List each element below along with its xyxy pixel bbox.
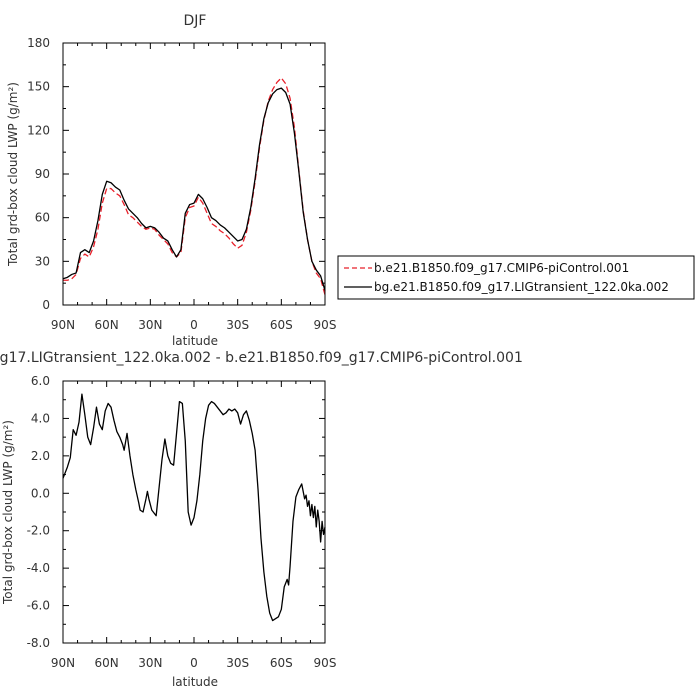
bottom-x-tick-label: 30S — [226, 656, 249, 670]
bottom-x-tick-label: 0 — [190, 656, 198, 670]
bottom-chart-title: bg.e21.B1850.f09_g17.LIGtransient_122.0k… — [0, 350, 523, 366]
top-y-axis-label: Total grd-box cloud LWP (g/m²) — [6, 82, 20, 267]
bottom-y-tick-label: -8.0 — [27, 636, 50, 650]
bottom-y-tick-label: 4.0 — [31, 411, 50, 425]
top-x-tick-label: 90S — [314, 318, 337, 332]
bottom-x-tick-label: 30N — [138, 656, 162, 670]
top-chart: DJF 90N 60N 30N 0 30S 60S 90S0306090120150180 … — [6, 13, 336, 348]
top-x-axis-label: latitude — [172, 334, 218, 348]
top-x-tick-label: 60N — [95, 318, 119, 332]
bottom-ticks-layer: 90N 60N 30N 0 30S 60S 90S -8.0 -6.0 -4.0 -2.0 0.0 2.… — [27, 374, 337, 670]
top-series-line-1 — [62, 87, 326, 291]
bottom-plot-frame — [62, 380, 326, 644]
bottom-y-axis-label: Total grd-box cloud LWP (g/m²) — [1, 420, 15, 605]
bottom-y-tick-label: 0.0 — [31, 486, 50, 500]
top-y-tick-label: 90 — [35, 167, 50, 181]
bottom-y-tick-label: 6.0 — [31, 374, 50, 388]
bottom-y-tick-label: -6.0 — [27, 599, 50, 613]
bottom-x-tick-label: 60S — [270, 656, 293, 670]
top-y-tick-label: 180 — [27, 36, 50, 50]
top-series-line-0 — [63, 77, 326, 295]
bottom-x-axis-label: latitude — [172, 675, 218, 689]
top-x-tick-label: 0 — [190, 318, 198, 332]
top-y-tick-label: 30 — [35, 254, 50, 268]
top-ticks-layer: 90N 60N 30N 0 30S 60S 90S 0 30 60 90 120 150 180 — [27, 36, 336, 332]
bottom-x-tick-label: 90S — [314, 656, 337, 670]
bottom-x-tick-label: 60N — [95, 656, 119, 670]
top-y-tick-label: 150 — [27, 80, 50, 94]
top-chart-title: DJF — [184, 13, 207, 29]
bottom-y-tick-label: 2.0 — [31, 449, 50, 463]
top-series-layer — [62, 77, 326, 295]
top-y-tick-label: 120 — [27, 123, 50, 137]
bottom-y-tick-label: -4.0 — [27, 561, 50, 575]
bottom-chart: bg.e21.B1850.f09_g17.LIGtransient_122.0k… — [0, 350, 523, 689]
top-x-tick-label: 90N — [51, 318, 75, 332]
legend-label-picontrol: b.e21.B1850.f09_g17.CMIP6-piControl.001 — [374, 261, 629, 275]
legend-box — [337, 255, 695, 300]
top-y-tick-label: 60 — [35, 211, 50, 225]
bottom-y-tick-label: -2.0 — [27, 524, 50, 538]
legend: b.e21.B1850.f09_g17.CMIP6-piControl.001 … — [337, 255, 695, 300]
bottom-series-layer — [62, 393, 326, 622]
top-x-tick-label: 60S — [270, 318, 293, 332]
legend-label-ligtransient: bg.e21.B1850.f09_g17.LIGtransient_122.0k… — [374, 280, 669, 294]
top-y-tick-label: 0 — [42, 298, 50, 312]
bottom-x-tick-label: 90N — [51, 656, 75, 670]
top-x-tick-label: 30S — [226, 318, 249, 332]
top-plot-frame — [62, 42, 326, 306]
bottom-series-line-0 — [62, 393, 326, 622]
top-x-tick-label: 30N — [138, 318, 162, 332]
